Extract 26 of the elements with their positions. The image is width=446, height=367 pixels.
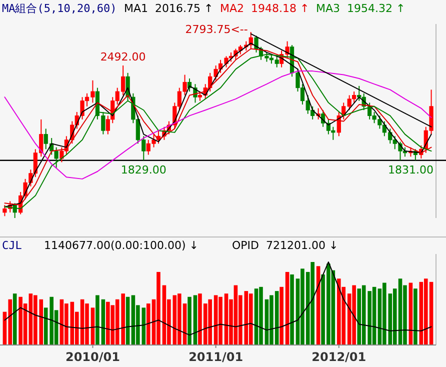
annotation: 2793.75<-- (185, 23, 248, 36)
chart-title: MA組合(5,10,20,60) (2, 2, 117, 15)
bar (290, 274, 294, 345)
series-label: OPID 721201.00 ↓ (232, 239, 338, 252)
candlestick (54, 146, 58, 168)
annotation: 2492.00 (100, 50, 146, 64)
x-tick-label: 2010/01 (65, 350, 120, 364)
x-tick-label: 2012/01 (312, 350, 366, 364)
bar (414, 288, 418, 345)
bar (121, 294, 125, 345)
chart-title: CJL (2, 239, 22, 252)
bar (188, 296, 192, 345)
bar (96, 295, 100, 345)
bar (408, 282, 413, 345)
x-tick-label: 2011/01 (188, 350, 244, 364)
annotation: 1831.00 (388, 163, 434, 176)
bar (280, 286, 284, 345)
annotation: 1829.00 (120, 163, 166, 176)
text: MA2 1948.18 ↑ (220, 2, 310, 15)
bar (357, 288, 362, 345)
bar (285, 272, 290, 345)
text: MA3 1954.32 ↑ (316, 2, 406, 15)
text: MA1 2016.75 ↑ (124, 2, 214, 15)
chart-subtitle: 1140677.00(0.00:100.00) ↓ (44, 239, 198, 252)
candlestick (142, 136, 146, 161)
bar (248, 294, 253, 345)
